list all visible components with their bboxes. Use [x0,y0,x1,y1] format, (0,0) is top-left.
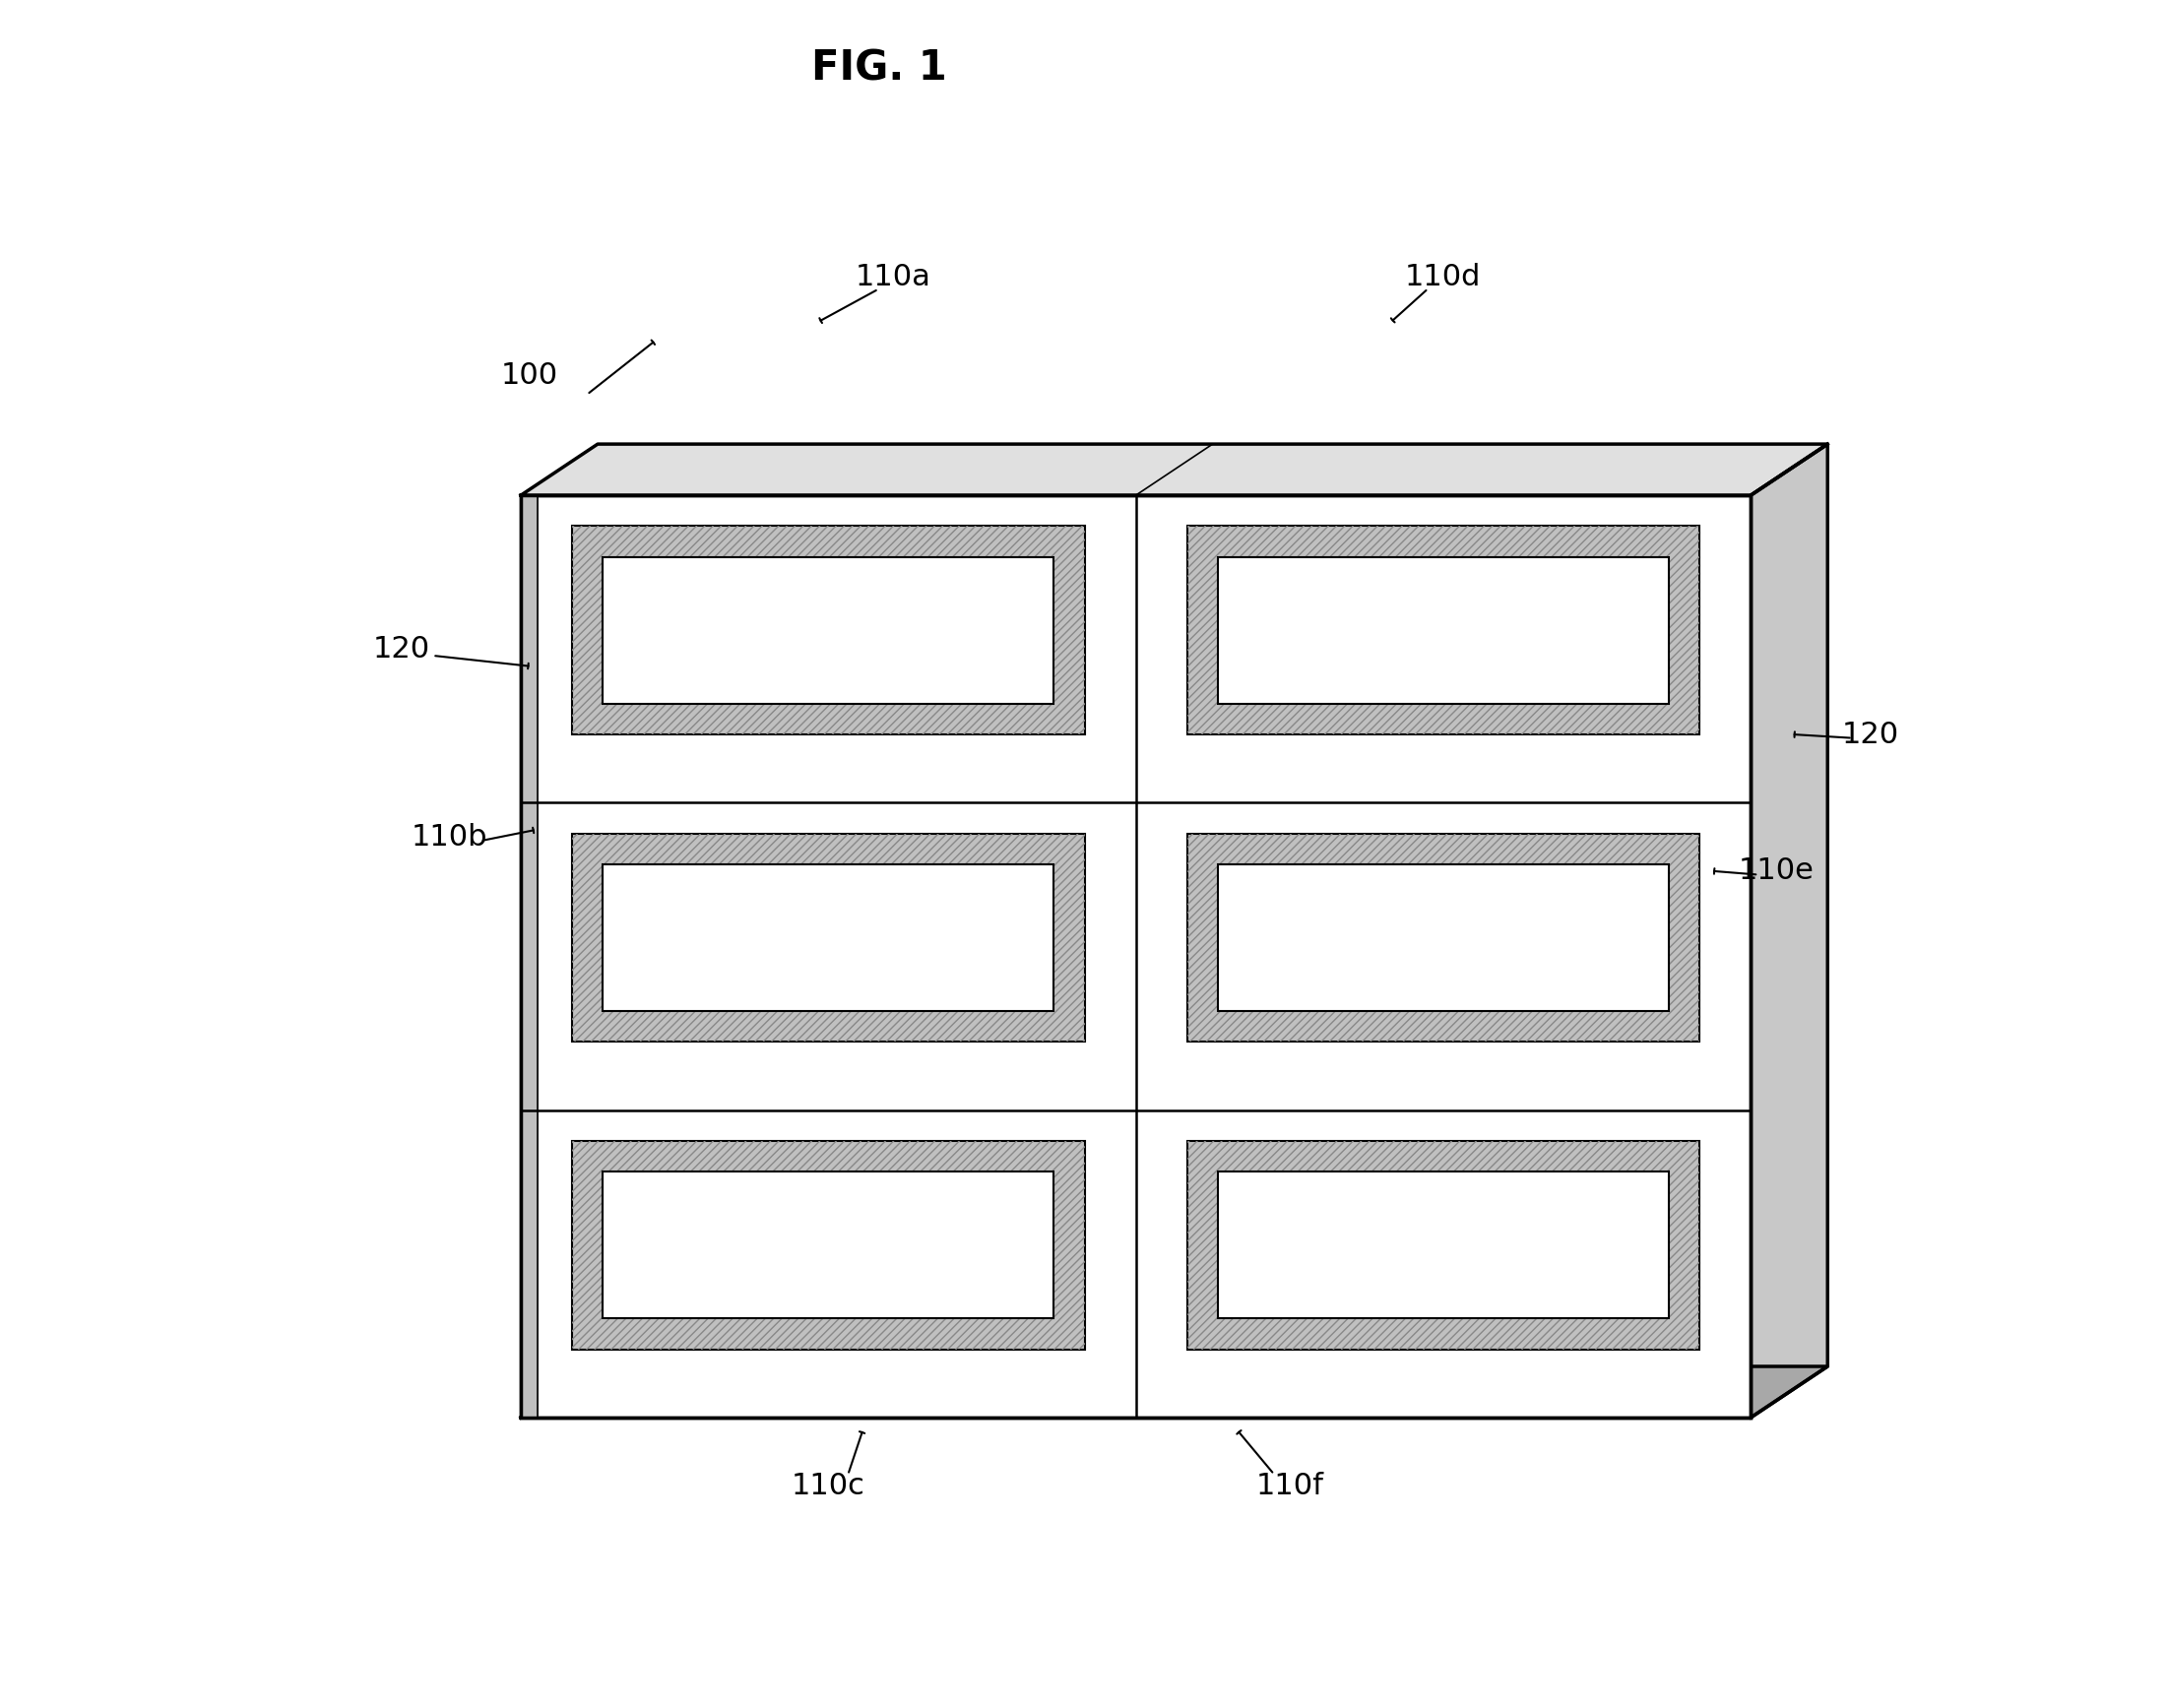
Text: FIG. 1: FIG. 1 [811,48,948,89]
Bar [603,1172,1054,1319]
Bar [573,526,1084,734]
Text: 110d: 110d [1406,263,1481,290]
Bar [573,834,1084,1042]
Bar [1186,834,1700,1042]
Bar [573,1141,1084,1349]
Bar [521,495,1750,1418]
Text: 110f: 110f [1256,1472,1323,1500]
Bar [1186,834,1700,1042]
Polygon shape [1750,444,1828,1418]
Text: 110b: 110b [410,823,488,851]
Bar [1186,526,1700,734]
Bar [573,526,1084,734]
Bar [1186,1141,1700,1349]
Bar [603,557,1054,704]
Bar [603,864,1054,1011]
Bar [1186,1141,1700,1349]
Polygon shape [521,495,538,1418]
Text: 110c: 110c [792,1472,865,1500]
Bar [521,495,1750,1418]
Bar [1217,864,1668,1011]
Bar [573,834,1084,1042]
Polygon shape [521,444,1828,495]
Text: 110a: 110a [855,263,931,290]
Text: 120: 120 [373,635,429,663]
Text: 100: 100 [501,362,557,389]
Bar [1217,557,1668,704]
Bar [573,1141,1084,1349]
Polygon shape [521,1366,1828,1418]
Bar [1186,526,1700,734]
Text: 110e: 110e [1740,857,1813,885]
Text: 120: 120 [1841,721,1898,748]
Bar [1217,1172,1668,1319]
